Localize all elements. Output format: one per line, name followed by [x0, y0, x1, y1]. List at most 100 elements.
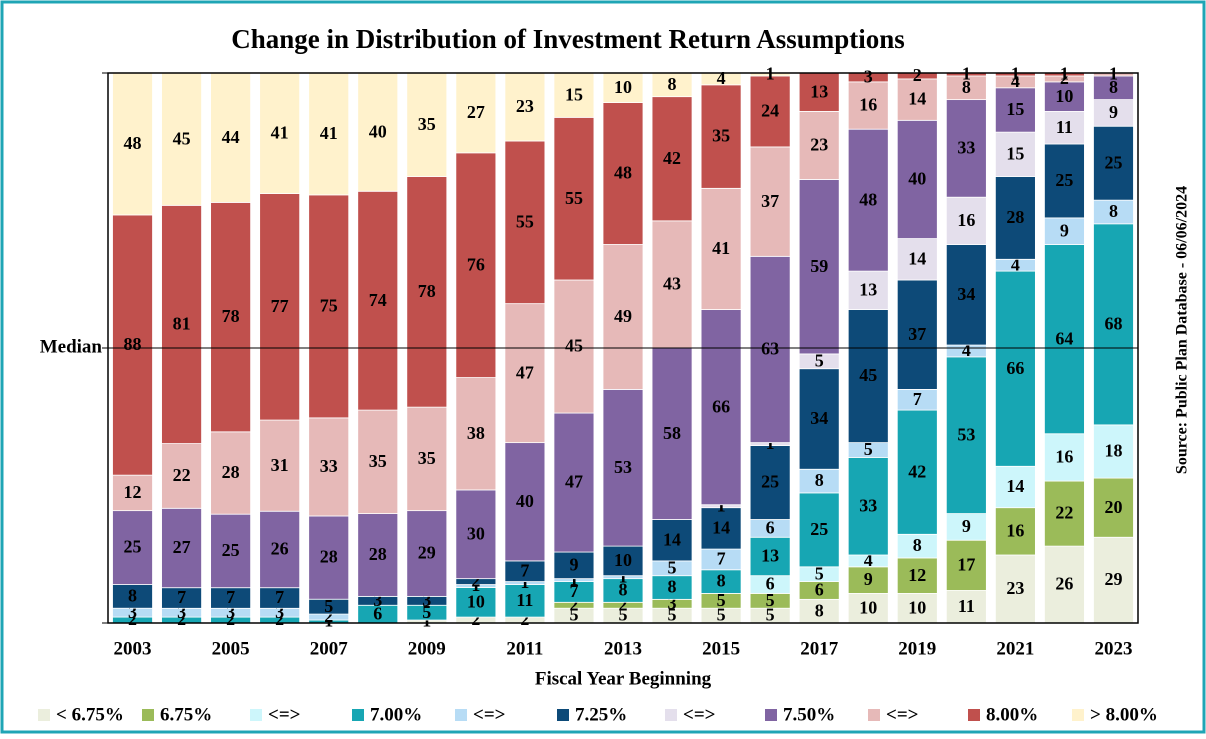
- bar-segment: [1044, 480, 1085, 547]
- data-label: 14: [908, 248, 926, 268]
- bar-segment: [896, 78, 938, 121]
- legend-label: <=>: [886, 704, 918, 725]
- x-axis-label: Fiscal Year Beginning: [535, 668, 712, 689]
- data-label: 4: [1011, 254, 1020, 274]
- legend-swatch: [142, 709, 154, 721]
- bar-segment: [945, 539, 987, 591]
- data-label: 8: [668, 577, 677, 597]
- data-label: 27: [173, 537, 191, 557]
- data-label: 35: [418, 114, 436, 134]
- bar-segment: [210, 202, 252, 433]
- legend-swatch: [250, 709, 262, 721]
- data-label: 5: [864, 439, 873, 459]
- data-label: 14: [712, 518, 730, 538]
- data-label: 12: [908, 565, 926, 585]
- bar-segment: [1044, 244, 1085, 435]
- data-label: 5: [717, 590, 726, 610]
- data-label: 3: [177, 602, 186, 622]
- data-label: 5: [717, 605, 726, 625]
- data-label: 48: [614, 163, 632, 183]
- data-label: 25: [1055, 170, 1073, 190]
- bar-segment: [1044, 81, 1085, 112]
- data-label: 29: [418, 543, 436, 563]
- bar-segment: [994, 465, 1036, 509]
- data-label: 5: [815, 350, 824, 370]
- legend-swatch: [868, 709, 880, 721]
- legend-swatch: [557, 709, 569, 721]
- legend-label: > 8.00%: [1090, 704, 1158, 725]
- x-tick-label: 2019: [898, 638, 936, 659]
- bar-segment: [357, 190, 399, 411]
- bar-segment: [1093, 424, 1134, 479]
- bar-segment: [847, 128, 889, 272]
- bar-segment: [798, 179, 840, 355]
- bar-segment: [210, 72, 252, 203]
- x-tick-label: 2007: [310, 638, 349, 659]
- bar-segment: [1093, 536, 1134, 624]
- bar-segment: [994, 87, 1036, 133]
- bar-segment: [259, 72, 301, 194]
- data-label: 2: [275, 609, 284, 629]
- bar-segment: [602, 102, 644, 245]
- data-label: 8: [815, 600, 824, 620]
- data-label: 22: [173, 465, 191, 485]
- x-tick-label: 2005: [212, 638, 250, 659]
- data-label: 38: [467, 423, 485, 443]
- bar-segment: [1093, 125, 1134, 201]
- data-label: 26: [1055, 574, 1073, 594]
- data-label: 9: [962, 516, 971, 536]
- legend-label: 7.25%: [575, 704, 627, 725]
- bar-segment: [259, 193, 301, 421]
- bar-segment: [504, 140, 546, 305]
- data-label: 5: [815, 563, 824, 583]
- bar-segment: [749, 255, 791, 444]
- data-label: 78: [222, 306, 240, 326]
- data-label: 10: [1055, 86, 1073, 106]
- data-label: 2: [520, 609, 529, 629]
- data-label: 25: [1104, 152, 1122, 172]
- data-label: 2: [619, 594, 628, 614]
- bar-segment: [945, 244, 987, 346]
- data-label: 41: [712, 238, 730, 258]
- bar-segment: [161, 72, 202, 206]
- data-label: 1: [766, 433, 775, 453]
- legend-swatch: [968, 709, 980, 721]
- bar-segment: [455, 587, 497, 618]
- data-label: 12: [124, 482, 142, 502]
- legend-label: <=>: [683, 704, 715, 725]
- data-label: 31: [271, 455, 289, 475]
- data-label: 42: [663, 148, 681, 168]
- legend-label: 7.50%: [783, 704, 835, 725]
- data-label: 28: [369, 544, 387, 564]
- data-label: 2: [1060, 68, 1069, 88]
- bar-segment: [798, 72, 840, 112]
- bar-segment: [847, 81, 889, 130]
- data-label: 49: [614, 306, 632, 326]
- data-label: 35: [369, 451, 387, 471]
- legend-label: <=>: [268, 704, 300, 725]
- data-label: 4: [864, 550, 873, 570]
- bar-segment: [700, 309, 742, 506]
- bar-segment: [504, 442, 546, 562]
- data-label: 25: [761, 472, 779, 492]
- data-label: 78: [418, 281, 436, 301]
- bar-segment: [994, 176, 1036, 260]
- data-label: 48: [124, 133, 142, 153]
- data-label: 6: [373, 603, 382, 623]
- data-label: 2: [471, 609, 480, 629]
- legend-swatch: [455, 709, 467, 721]
- x-tick-label: 2015: [702, 638, 740, 659]
- data-label: 17: [957, 554, 975, 574]
- data-label: 1: [324, 611, 333, 631]
- data-label: 8: [1109, 77, 1118, 97]
- data-label: 48: [859, 189, 877, 209]
- bar-segment: [651, 96, 693, 222]
- data-label: 4: [1011, 71, 1020, 91]
- legend-swatch: [665, 709, 677, 721]
- data-label: 16: [1006, 520, 1024, 540]
- data-label: 10: [859, 597, 877, 617]
- data-label: 55: [516, 211, 534, 231]
- median-label: Median: [40, 336, 103, 357]
- data-label: 5: [422, 602, 431, 622]
- legend-label: < 6.75%: [56, 704, 124, 725]
